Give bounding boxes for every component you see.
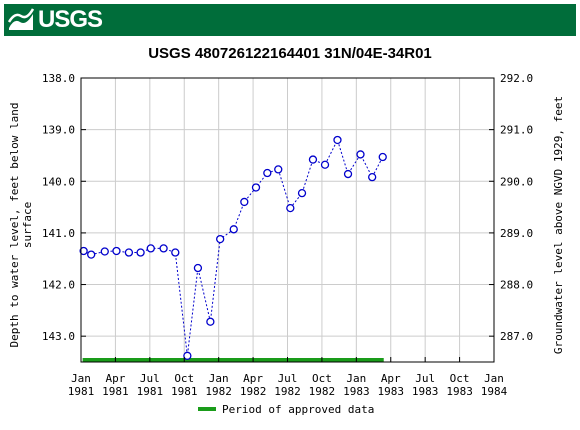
x-axis-ticks: Jan1981Apr1981Jul1981Oct1981Jan1982Apr19… [68, 357, 508, 398]
x-tick-label-month: Jul [278, 372, 298, 385]
data-point [206, 317, 215, 326]
left-tick-label: 143.0 [42, 330, 75, 343]
data-point [136, 248, 145, 257]
x-tick-label-month: Jul [140, 372, 160, 385]
x-tick-label-year: 1982 [309, 385, 336, 398]
x-tick-label-year: 1983 [446, 385, 473, 398]
data-point [343, 169, 353, 179]
data-point [79, 246, 88, 256]
data-point [333, 135, 342, 145]
left-tick-label: 141.0 [42, 227, 75, 240]
x-tick-label-month: Jan [346, 372, 366, 385]
x-tick-label-month: Apr [381, 372, 401, 385]
data-point [216, 234, 225, 244]
data-point [183, 351, 192, 360]
right-tick-label: 292.0 [500, 72, 533, 85]
x-tick-label-month: Apr [105, 372, 125, 385]
data-point [297, 188, 307, 198]
x-tick-label-month: Apr [243, 372, 263, 385]
series-points [79, 135, 387, 360]
x-tick-label-month: Oct [312, 372, 332, 385]
x-tick-label-year: 1981 [137, 385, 164, 398]
x-tick-label-month: Jan [209, 372, 229, 385]
right-tick-label: 291.0 [500, 124, 533, 137]
right-axis-label: Groundwater level above NGVD 1929, feet [552, 96, 565, 354]
x-tick-label-month: Jul [415, 372, 435, 385]
left-tick-label: 139.0 [42, 124, 75, 137]
right-tick-label: 290.0 [500, 175, 533, 188]
usgs-logo-text: USGS [38, 6, 103, 33]
data-point [159, 244, 168, 253]
data-point [308, 155, 318, 164]
left-tick-label: 138.0 [42, 72, 75, 85]
data-point [124, 248, 134, 257]
data-point [356, 150, 365, 159]
legend-label: Period of approved data [222, 403, 374, 416]
x-tick-label-month: Oct [174, 372, 194, 385]
data-point [193, 263, 203, 273]
data-point [378, 152, 387, 162]
x-tick-label-year: 1983 [343, 385, 370, 398]
data-point [229, 225, 238, 234]
left-axis-ticks: 138.0 139.0 140.0 141.0 142.0 143.0 [42, 72, 86, 343]
data-point [368, 172, 377, 182]
x-tick-label-year: 1982 [240, 385, 267, 398]
data-point [146, 244, 155, 253]
x-tick-label-year: 1983 [412, 385, 439, 398]
x-tick-label-month: Jan [484, 372, 504, 385]
usgs-banner: USGS [0, 0, 580, 40]
x-tick-label-year: 1984 [481, 385, 508, 398]
data-point [251, 183, 261, 192]
x-tick-label-year: 1982 [274, 385, 301, 398]
right-axis-ticks: 292.0 291.0 290.0 289.0 288.0 287.0 [489, 72, 533, 343]
data-point [263, 168, 272, 178]
series-dotted-line [83, 138, 384, 356]
legend: Period of approved data [198, 403, 374, 416]
right-tick-label: 288.0 [500, 279, 533, 292]
x-tick-label-year: 1982 [205, 385, 232, 398]
left-tick-label: 140.0 [42, 175, 75, 188]
banner-bar [4, 4, 576, 36]
x-tick-label-month: Oct [450, 372, 470, 385]
data-point [87, 250, 96, 259]
x-tick-label-year: 1981 [102, 385, 129, 398]
series-line [83, 138, 384, 356]
data-point [100, 247, 109, 256]
left-axis-label: Depth to water level, feet below land su… [8, 102, 34, 347]
left-axis-label-line-1: Depth to water level, feet below land [8, 102, 21, 347]
left-tick-label: 142.0 [42, 279, 75, 292]
x-tick-label-year: 1981 [171, 385, 198, 398]
left-axis-label-line-2: surface [21, 202, 34, 248]
right-tick-label: 289.0 [500, 227, 533, 240]
data-point [171, 248, 180, 257]
data-point [112, 246, 121, 256]
data-point [286, 203, 295, 213]
usgs-wave-icon [8, 8, 34, 30]
x-tick-label-year: 1981 [68, 385, 95, 398]
grid-lines [80, 77, 495, 362]
x-tick-label-year: 1983 [378, 385, 405, 398]
data-point [240, 197, 249, 207]
right-tick-label: 287.0 [500, 330, 533, 343]
x-tick-label-month: Jan [71, 372, 91, 385]
chart-title: USGS 480726122164401 31N/04E-34R01 [148, 45, 432, 62]
data-point [320, 160, 330, 169]
data-point [274, 165, 283, 174]
usgs-logo[interactable]: USGS [8, 6, 103, 34]
